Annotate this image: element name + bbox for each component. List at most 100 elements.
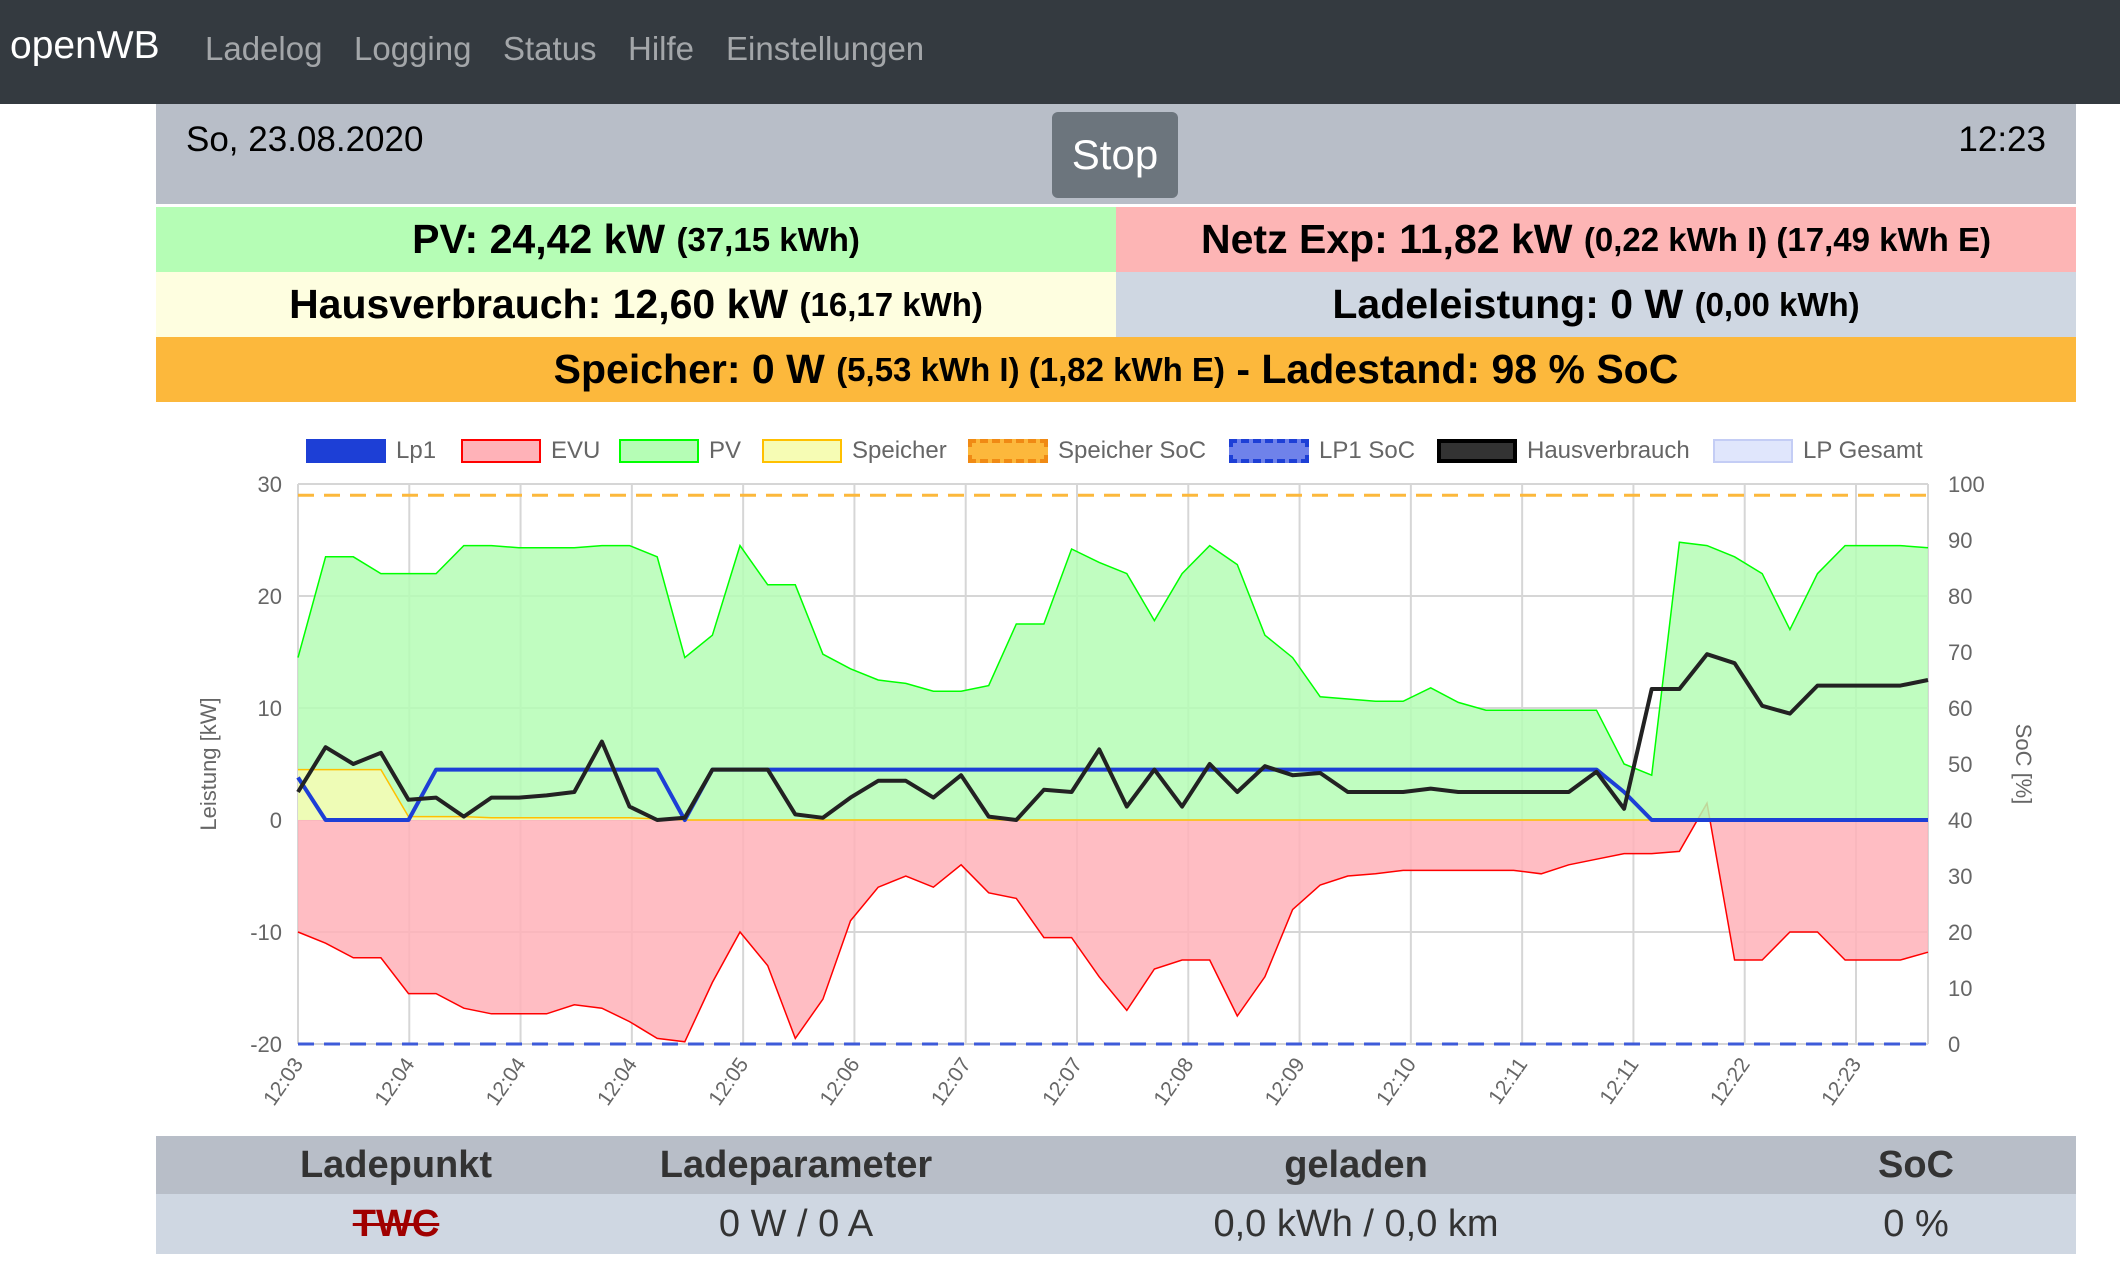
th-ladeparameter: Ladeparameter bbox=[659, 1143, 933, 1186]
series-area-pv bbox=[298, 542, 1928, 820]
legend-label-evu: EVU bbox=[551, 437, 601, 464]
x-tick-label: 12:07 bbox=[927, 1054, 976, 1110]
ladeleistung-summary: Ladeleistung: 0 W (0,00 kWh) bbox=[1116, 272, 2076, 337]
x-tick-label: 12:09 bbox=[1261, 1054, 1310, 1110]
chart-areas bbox=[297, 541, 1929, 1043]
x-tick-label: 12:11 bbox=[1484, 1054, 1532, 1109]
ladepunkt-name-label: TWC bbox=[352, 1202, 440, 1245]
legend-item-evu[interactable]: EVU bbox=[461, 436, 600, 466]
y2-tick-label: 0 bbox=[1948, 1032, 1960, 1057]
x-tick-label: 12:11 bbox=[1595, 1054, 1643, 1109]
y2-tick-label: 30 bbox=[1948, 864, 1972, 889]
series-outline-pv bbox=[297, 541, 1929, 777]
th-soc: SoC bbox=[1878, 1143, 1954, 1186]
y-tick-label: 0 bbox=[270, 808, 282, 833]
pv-summary: PV: 24,42 kW (37,15 kWh) bbox=[156, 207, 1116, 272]
y-tick-label: 10 bbox=[258, 696, 282, 721]
ladepunkt-name[interactable]: TWC bbox=[156, 1194, 636, 1254]
pv-value: PV: 24,42 kW bbox=[412, 216, 666, 262]
legend-item-speicher-soc[interactable]: Speicher SoC bbox=[968, 436, 1206, 466]
y-axis-title: Leistung [kW] bbox=[196, 697, 221, 830]
legend-swatch-lp-gesamt bbox=[1713, 439, 1793, 463]
y2-tick-label: 50 bbox=[1948, 752, 1972, 777]
netz-value: Netz Exp: 11,82 kW bbox=[1201, 216, 1573, 262]
power-chart: 3020100-10-20100908070605040302010012:03… bbox=[196, 472, 2036, 1110]
legend-item-pv[interactable]: PV bbox=[619, 436, 741, 466]
y2-tick-label: 70 bbox=[1948, 640, 1972, 665]
legend-swatch-hausverbrauch bbox=[1437, 439, 1517, 463]
y-tick-label: -20 bbox=[250, 1032, 282, 1057]
date-time-header: So, 23.08.2020 Stop 12:23 bbox=[156, 104, 2076, 204]
hausverbrauch-summary: Hausverbrauch: 12,60 kW (16,17 kWh) bbox=[156, 272, 1116, 337]
legend-label-speicher-soc: Speicher SoC bbox=[1058, 437, 1207, 464]
legend-swatch-speicher bbox=[762, 439, 842, 463]
x-tick-label: 12:08 bbox=[1149, 1054, 1198, 1110]
speicher-soc: - Ladestand: 98 % SoC bbox=[1236, 346, 1679, 392]
nav-link-logging[interactable]: Logging bbox=[354, 30, 472, 67]
legend-item-lp1-soc[interactable]: LP1 SoC bbox=[1229, 436, 1415, 466]
y-tick-label: -10 bbox=[250, 920, 282, 945]
y-tick-label: 30 bbox=[258, 472, 282, 497]
nav-link-einstellungen[interactable]: Einstellungen bbox=[726, 30, 925, 67]
time-label: 12:23 bbox=[1958, 120, 2046, 159]
nav-link-hilfe[interactable]: Hilfe bbox=[628, 30, 695, 67]
x-tick-label: 12:23 bbox=[1817, 1054, 1866, 1110]
legend-swatch-lp1-soc bbox=[1229, 439, 1309, 463]
chart-lines bbox=[296, 493, 1929, 1046]
legend-item-lp-gesamt[interactable]: LP Gesamt bbox=[1713, 436, 1923, 466]
x-tick-label: 12:03 bbox=[259, 1054, 308, 1110]
y-tick-label: 20 bbox=[258, 584, 282, 609]
legend-item-hausverbrauch[interactable]: Hausverbrauch bbox=[1437, 436, 1690, 466]
x-tick-label: 12:04 bbox=[370, 1053, 419, 1110]
date-label: So, 23.08.2020 bbox=[186, 120, 424, 159]
y2-axis-title: SoC [%] bbox=[2011, 724, 2036, 805]
y2-tick-label: 20 bbox=[1948, 920, 1972, 945]
x-tick-label: 12:05 bbox=[704, 1054, 753, 1110]
speicher-summary: Speicher: 0 W (5,53 kWh I) (1,82 kWh E) … bbox=[156, 337, 2076, 402]
pv-energy: (37,15 kWh) bbox=[676, 220, 860, 258]
legend-item-lp1[interactable]: Lp1 bbox=[306, 436, 436, 466]
nav-link-ladelog[interactable]: Ladelog bbox=[205, 30, 323, 67]
ladeleistung-energy: (0,00 kWh) bbox=[1694, 285, 1860, 323]
legend-swatch-lp1 bbox=[306, 439, 386, 463]
speicher-energy: (5,53 kWh I) (1,82 kWh E) bbox=[836, 350, 1225, 388]
th-geladen: geladen bbox=[1284, 1143, 1428, 1186]
series-area-evu bbox=[298, 803, 1928, 1042]
x-tick-label: 12:10 bbox=[1372, 1054, 1421, 1110]
x-tick-label: 12:04 bbox=[482, 1053, 531, 1110]
y2-tick-label: 60 bbox=[1948, 696, 1972, 721]
legend-label-speicher: Speicher bbox=[852, 437, 947, 464]
y2-tick-label: 90 bbox=[1948, 528, 1972, 553]
legend-label-lp-gesamt: LP Gesamt bbox=[1803, 437, 1923, 464]
y2-tick-label: 10 bbox=[1948, 976, 1972, 1001]
x-tick-label: 12:06 bbox=[816, 1054, 865, 1110]
ladeleistung-value: Ladeleistung: 0 W bbox=[1332, 281, 1684, 327]
legend-swatch-evu bbox=[461, 439, 541, 463]
hausverbrauch-energy: (16,17 kWh) bbox=[799, 285, 983, 323]
y2-tick-label: 100 bbox=[1948, 472, 1985, 497]
series-line-hausverbrauch bbox=[296, 652, 1929, 822]
y2-tick-label: 40 bbox=[1948, 808, 1972, 833]
x-tick-label: 12:07 bbox=[1038, 1054, 1087, 1110]
legend-label-lp1: Lp1 bbox=[396, 437, 437, 464]
series-outline-evu bbox=[297, 801, 1929, 1043]
stop-button[interactable]: Stop bbox=[1052, 112, 1178, 198]
legend-swatch-speicher-soc bbox=[968, 439, 1048, 463]
soc-value: 0 % bbox=[1883, 1202, 1949, 1245]
navbar: openWB Ladelog Logging Status Hilfe Eins… bbox=[0, 0, 2120, 104]
x-tick-label: 12:04 bbox=[593, 1053, 642, 1110]
netz-summary: Netz Exp: 11,82 kW (0,22 kWh I) (17,49 k… bbox=[1116, 207, 2076, 272]
ladepunkt-table-row: TWC 0 W / 0 A 0,0 kWh / 0,0 km 0 % bbox=[156, 1194, 2076, 1254]
brand-logo[interactable]: openWB bbox=[10, 24, 160, 67]
netz-energy: (0,22 kWh I) (17,49 kWh E) bbox=[1583, 220, 1991, 258]
series-line-lp1 bbox=[296, 767, 1928, 822]
y2-tick-label: 80 bbox=[1948, 584, 1972, 609]
legend-item-speicher[interactable]: Speicher bbox=[762, 436, 947, 466]
legend-label-hausverbrauch: Hausverbrauch bbox=[1527, 437, 1690, 464]
ladepunkt-table-header: Ladepunkt Ladeparameter geladen SoC bbox=[156, 1136, 2076, 1194]
nav-link-status[interactable]: Status bbox=[503, 30, 597, 67]
legend-label-lp1-soc: LP1 SoC bbox=[1319, 437, 1416, 464]
hausverbrauch-value: Hausverbrauch: 12,60 kW bbox=[289, 281, 789, 327]
legend-swatch-pv bbox=[619, 439, 699, 463]
ladeparameter-value: 0 W / 0 A bbox=[718, 1202, 874, 1245]
